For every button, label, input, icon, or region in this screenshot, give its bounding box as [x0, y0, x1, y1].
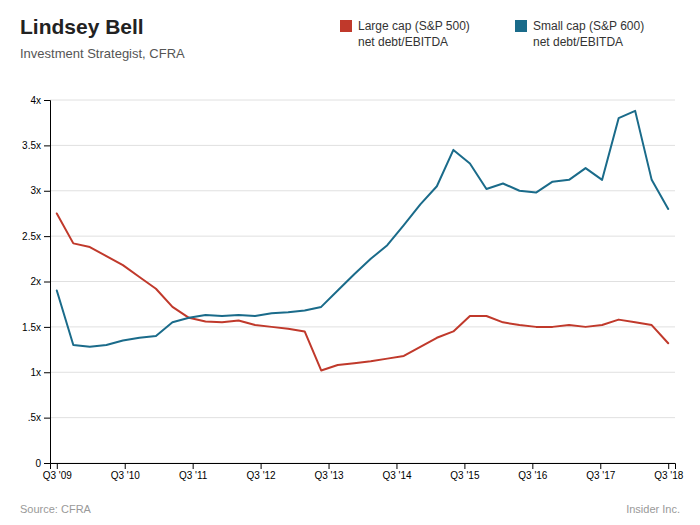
legend-item: Large cap (S&P 500)net debt/EBITDA [340, 19, 470, 49]
grid-line [50, 372, 675, 373]
x-tick: Q3 '10 [111, 463, 141, 481]
x-tick-label: Q3 '13 [314, 470, 344, 481]
x-tick-label: Q3 '12 [247, 470, 277, 481]
x-tick-mark [329, 463, 330, 469]
y-tick: 0 [35, 458, 50, 469]
y-tick-label: 0 [35, 458, 41, 469]
x-tick: Q3 '16 [518, 463, 548, 481]
y-tick-label: .5x [28, 412, 41, 423]
x-tick-label: Q3 '15 [450, 470, 480, 481]
y-tick-label: 1.5x [22, 322, 41, 333]
y-tick: 1x [30, 367, 50, 378]
y-tick-label: 2x [30, 276, 41, 287]
legend-swatch [515, 20, 527, 32]
y-tick: 1.5x [22, 322, 50, 333]
x-tick: Q3 '18 [654, 463, 684, 481]
grid-line [50, 190, 675, 191]
y-tick-label: 2.5x [22, 231, 41, 242]
x-tick: Q3 '12 [247, 463, 277, 481]
grid [50, 100, 675, 463]
x-tick: Q3 '14 [382, 463, 412, 481]
y-tick-mark [44, 145, 50, 146]
x-tick: Q3 '15 [450, 463, 480, 481]
x-tick-label: Q3 '09 [43, 470, 73, 481]
x-tick-mark [532, 463, 533, 469]
x-tick-label: Q3 '18 [654, 470, 684, 481]
x-tick: Q3 '13 [314, 463, 344, 481]
grid-line [50, 145, 675, 146]
y-tick-label: 4x [30, 95, 41, 106]
y-tick: .5x [28, 412, 50, 423]
x-tick: Q3 '17 [586, 463, 616, 481]
x-tick-mark [668, 463, 669, 469]
legend-swatch [340, 20, 352, 32]
x-tick-mark [600, 463, 601, 469]
legend: Large cap (S&P 500)net debt/EBITDA Small … [340, 19, 644, 49]
x-tick: Q3 '09 [43, 463, 73, 481]
x-tick: Q3 '11 [179, 463, 208, 481]
y-tick-mark [44, 236, 50, 237]
y-axis: 0 .5x 1x 1.5x 2x 2.5x 3x 3.5x 4x [22, 95, 50, 469]
x-tick-label: Q3 '10 [111, 470, 141, 481]
plot: Q3 '09 Q3 '10 Q3 '11 Q3 '12 Q3 '13 Q3 '14 Q3 '… [22, 95, 684, 481]
x-tick-mark [396, 463, 397, 469]
grid-line [50, 236, 675, 237]
y-tick: 3.5x [22, 140, 50, 151]
x-tick-label: Q3 '14 [382, 470, 412, 481]
y-tick-label: 3.5x [22, 140, 41, 151]
y-tick-label: 1x [30, 367, 41, 378]
y-tick: 2x [30, 276, 50, 287]
y-tick-label: 3x [30, 185, 41, 196]
annotation: Source: CFRA [20, 503, 92, 515]
subtitle: Investment Strategist, CFRA [20, 46, 185, 61]
x-tick-mark [125, 463, 126, 469]
y-tick: 2.5x [22, 231, 50, 242]
y-tick: 3x [30, 185, 50, 196]
y-tick-mark [44, 191, 50, 192]
x-tick-mark [193, 463, 194, 469]
y-tick-mark [44, 372, 50, 373]
legend-label: Large cap (S&P 500)net debt/EBITDA [358, 19, 470, 49]
grid-line [50, 417, 675, 418]
y-tick-mark [44, 463, 50, 464]
x-tick-mark [57, 463, 58, 469]
grid-line [50, 100, 675, 101]
y-tick-mark [44, 100, 50, 101]
y-tick-mark [44, 282, 50, 283]
series-line [57, 213, 668, 370]
y-tick: 4x [30, 95, 50, 106]
series-line [57, 111, 668, 347]
annotation: Insider Inc. [626, 503, 680, 515]
title: Lindsey Bell [20, 15, 144, 38]
x-tick-label: Q3 '16 [518, 470, 548, 481]
x-tick-label: Q3 '17 [586, 470, 616, 481]
x-axis-line [51, 464, 676, 470]
x-tick-label: Q3 '11 [179, 470, 208, 481]
legend-label: Small cap (S&P 600)net debt/EBITDA [533, 19, 644, 49]
y-tick-mark [44, 418, 50, 419]
x-tick-mark [464, 463, 465, 469]
lines [57, 111, 668, 371]
y-axis-line [44, 101, 51, 464]
chart: Lindsey Bell Investment Strategist, CFRA Q… [0, 0, 700, 525]
x-axis: Q3 '09 Q3 '10 Q3 '11 Q3 '12 Q3 '13 Q3 '14 Q3 '… [43, 463, 684, 481]
x-tick-mark [261, 463, 262, 469]
legend-item: Small cap (S&P 600)net debt/EBITDA [515, 19, 644, 49]
y-tick-mark [44, 327, 50, 328]
